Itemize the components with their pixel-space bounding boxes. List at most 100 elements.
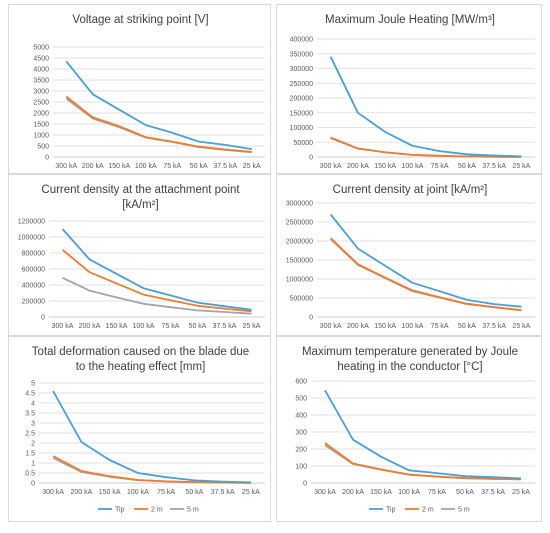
legend-label: Tip — [386, 507, 396, 514]
y-tick-label: 0.5 — [25, 471, 35, 478]
x-tick-label: 200 kA — [82, 163, 104, 170]
y-tick-label: 500 — [37, 144, 49, 151]
x-tick-label: 75 kA — [431, 163, 449, 170]
x-tick-label: 75 kA — [428, 489, 446, 496]
series-line-2m — [329, 237, 522, 312]
y-tick-label: 2000 — [33, 111, 49, 118]
y-tick-label: 600000 — [22, 267, 45, 274]
y-tick-label: 0 — [41, 315, 45, 322]
series-line-2m — [324, 442, 522, 481]
y-tick-label: 4500 — [33, 56, 49, 63]
x-tick-label: 150 kA — [370, 489, 392, 496]
x-tick-label: 150 kA — [106, 323, 128, 330]
y-tick-label: 0 — [303, 481, 307, 488]
y-tick-label: 250000 — [290, 81, 313, 88]
x-tick-label: 100 kA — [398, 489, 420, 496]
chart-svg: Total deformation caused on the blade du… — [25, 346, 265, 514]
y-tick-label: 1000000 — [18, 235, 45, 242]
chart-panel-voltage: Voltage at striking point [V] 0 500 1000 150… — [8, 4, 271, 174]
y-tick-label: 4.5 — [25, 391, 35, 398]
x-tick-label: 25 kA — [512, 163, 530, 170]
legend-label: 2 m — [151, 507, 163, 514]
y-tick-label: 2500000 — [286, 220, 313, 227]
x-tick-label: 25 kA — [242, 489, 260, 496]
chart-title-line2: to the heating effect [mm] — [76, 361, 206, 373]
y-tick-label: 1500 — [33, 122, 49, 129]
y-tick-label: 1200000 — [18, 219, 45, 226]
x-tick-label: 150 kA — [99, 489, 121, 496]
series-line-tip — [65, 60, 252, 150]
x-tick-label: 300 kA — [320, 163, 342, 170]
x-tick-label: 150 kA — [374, 163, 396, 170]
x-tick-label: 50 kA — [456, 489, 474, 496]
chart-panel-joule-heating: Maximum Joule Heating [MW/m³] 0 50000 10000… — [276, 4, 542, 174]
y-tick-label: 100000 — [290, 125, 313, 132]
series-line-5m — [324, 444, 522, 481]
legend-label: 5 m — [187, 507, 199, 514]
x-tick-label: 300 kA — [320, 323, 342, 330]
chart-svg: Current density at the attachment point [… — [18, 184, 265, 330]
y-tick-label: 1000 — [33, 133, 49, 140]
x-tick-label: 37.5 kA — [481, 489, 505, 496]
x-tick-label: 100 kA — [401, 323, 423, 330]
chart-svg: Maximum temperature generated by Joule he… — [295, 346, 535, 514]
legend-label: 5 m — [458, 507, 470, 514]
chart-panel-temperature: Maximum temperature generated by Joule he… — [276, 336, 542, 522]
series-line-5m — [330, 137, 522, 158]
x-tick-label: 300 kA — [55, 163, 77, 170]
chart-panel-current-density-joint: Current density at joint [kA/m²] 0 500000 1… — [276, 174, 542, 336]
y-tick-label: 4 — [31, 401, 35, 408]
x-tick-label: 25 kA — [243, 323, 261, 330]
x-tick-label: 75 kA — [157, 489, 175, 496]
legend-label: 2 m — [422, 507, 434, 514]
y-tick-label: 150000 — [290, 110, 313, 117]
y-tick-label: 5 — [31, 381, 35, 388]
x-tick-label: 25 kA — [512, 323, 530, 330]
x-tick-label: 100 kA — [127, 489, 149, 496]
x-tick-label: 75 kA — [162, 323, 180, 330]
x-tick-label: 300 kA — [52, 323, 74, 330]
y-tick-label: 500000 — [290, 296, 313, 303]
y-tick-label: 600 — [295, 379, 307, 386]
x-tick-label: 50 kA — [458, 323, 476, 330]
y-tick-label: 0 — [31, 481, 35, 488]
y-tick-label: 1000000 — [286, 277, 313, 284]
x-tick-label: 100 kA — [135, 163, 157, 170]
series-line-2m — [52, 455, 251, 484]
y-tick-label: 1.5 — [25, 451, 35, 458]
series-line-tip — [52, 390, 251, 484]
x-tick-label: 50 kA — [185, 489, 203, 496]
y-tick-label: 3000000 — [286, 201, 313, 208]
chart-svg: Current density at joint [kA/m²] 0 500000 1… — [286, 184, 535, 330]
y-tick-label: 400000 — [22, 283, 45, 290]
series-line-tip — [324, 389, 522, 480]
y-tick-label: 3000 — [33, 89, 49, 96]
series-line-tip — [329, 56, 522, 158]
y-tick-label: 50000 — [294, 140, 314, 147]
x-tick-label: 300 kA — [42, 489, 64, 496]
x-tick-label: 50 kA — [190, 163, 208, 170]
y-tick-label: 200000 — [290, 96, 313, 103]
chart-title: Voltage at striking point [V] — [72, 14, 208, 26]
x-tick-label: 150 kA — [108, 163, 130, 170]
x-tick-label: 75 kA — [163, 163, 181, 170]
series-line-2m — [61, 249, 252, 313]
series-line-5m — [62, 276, 252, 315]
x-tick-label: 50 kA — [458, 163, 476, 170]
chart-title: Maximum temperature generated by Joule — [302, 346, 518, 358]
chart-title-line2: heating in the conductor [°C] — [337, 361, 482, 373]
x-tick-label: 37.5 kA — [211, 489, 235, 496]
x-tick-label: 200 kA — [70, 489, 92, 496]
x-tick-label: 50 kA — [189, 323, 207, 330]
y-tick-label: 350000 — [290, 51, 313, 58]
x-tick-label: 150 kA — [374, 323, 396, 330]
y-tick-label: 800000 — [22, 251, 45, 258]
x-tick-label: 75 kA — [431, 323, 449, 330]
x-tick-label: 37.5 kA — [482, 323, 506, 330]
y-tick-label: 400 — [295, 413, 307, 420]
series-line-2m — [330, 136, 522, 158]
chart-title: Current density at joint [kA/m²] — [333, 184, 488, 196]
y-tick-label: 0 — [309, 315, 313, 322]
x-tick-label: 100 kA — [401, 163, 423, 170]
